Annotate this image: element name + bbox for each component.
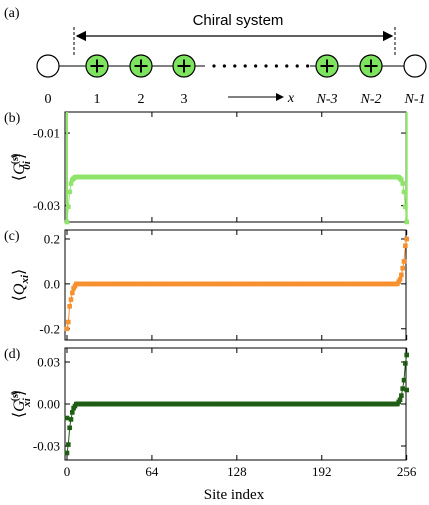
data-point: [403, 204, 408, 210]
ellipsis-dot: [274, 64, 278, 68]
ellipsis-dot: [212, 64, 216, 68]
data-point: [67, 304, 72, 309]
data-point: [64, 219, 70, 225]
series-line: [66, 176, 408, 223]
panel-a-tag: (a): [4, 6, 20, 21]
data-series: [64, 236, 409, 332]
ellipsis-dot: [264, 64, 268, 68]
ellipsis-dot: [306, 64, 310, 68]
data-point: [66, 442, 71, 447]
panel-d: (d) -0.03 0.00 0.03 0 64 128 192 256 ⟨G(s)xi⟩: [4, 347, 417, 479]
data-point: [404, 352, 409, 358]
panel-b: (b) -0.03 -0.01⟨G(s)0i⟩: [4, 111, 409, 225]
y-tick-label: -0.03: [33, 198, 60, 213]
data-point: [404, 387, 409, 393]
y-tick-label: 0.03: [37, 355, 60, 370]
data-point: [68, 181, 74, 186]
site-label-2: 2: [138, 92, 145, 107]
y-axis-label: ⟨G(s)0i⟩: [10, 153, 33, 181]
ellipsis-dot: [254, 64, 258, 68]
panel-tag: (b): [4, 111, 21, 126]
plot-frame: [64, 111, 407, 223]
data-series: [64, 112, 409, 225]
data-point: [66, 204, 71, 210]
site-label-n2: N-2: [360, 92, 382, 107]
data-point: [403, 243, 408, 249]
data-point: [397, 397, 403, 403]
y-axis-label: ⟨Qxi⟩: [11, 269, 31, 302]
empty-site-circle: [36, 54, 60, 78]
y-tick-label: 0.2: [44, 231, 60, 246]
data-point: [404, 219, 409, 225]
data-point: [404, 236, 409, 242]
data-point: [400, 181, 405, 186]
site-label-3: 3: [181, 92, 188, 107]
data-point: [70, 410, 75, 415]
empty-site-circle: [403, 54, 427, 78]
plot-panels: (b)-0.03-0.01⟨G(s)0i⟩(c)-0.20.00.2⟨Qxi⟩(…: [4, 111, 417, 479]
data-point: [399, 177, 404, 183]
y-tick-label: -0.2: [39, 321, 60, 336]
data-point: [397, 277, 403, 282]
data-point: [401, 259, 407, 264]
ellipsis-dot: [243, 64, 247, 68]
chain-dots: [212, 64, 310, 68]
data-point: [399, 272, 404, 278]
site-labels: 0 1 2 3 N-3 N-2 N-1: [45, 92, 426, 107]
panel-tag: (d): [4, 347, 21, 362]
x-tick-label: 128: [227, 464, 247, 479]
panel-a-schematic: (a) Chiral system 0 1 2 3 N-3 N-2 N-1 x: [4, 6, 427, 107]
y-axis-label: ⟨G(s)xi⟩: [10, 390, 33, 418]
data-point: [64, 326, 70, 332]
data-point: [400, 265, 405, 271]
x-tick-label: 192: [312, 464, 332, 479]
x-tick-label: 0: [64, 464, 71, 479]
data-point: [400, 386, 405, 391]
chain-sites: [36, 54, 427, 78]
site-label-n1: N-1: [404, 92, 426, 107]
data-point: [67, 189, 72, 195]
ellipsis-dot: [285, 64, 289, 68]
data-point: [67, 425, 72, 431]
y-tick-label: -0.01: [33, 126, 60, 141]
data-point: [70, 290, 75, 296]
data-point: [401, 377, 407, 383]
chiral-system-label: Chiral system: [193, 12, 284, 29]
panel-c: (c) -0.2 0.0 0.2 ⟨Qxi⟩: [4, 229, 409, 341]
site-label-0: 0: [45, 92, 52, 107]
data-point: [64, 450, 70, 456]
ellipsis-dot: [295, 64, 299, 68]
x-tick-label: 256: [397, 464, 417, 479]
data-point: [66, 319, 71, 325]
data-point: [403, 361, 408, 366]
x-axis-label: Site index: [204, 487, 265, 503]
x-tick-label: 64: [145, 464, 159, 479]
y-tick-label: 0.0: [44, 276, 60, 291]
data-point: [64, 415, 70, 421]
ellipsis-dot: [233, 64, 237, 68]
y-tick-label: 0.00: [37, 397, 60, 412]
x-direction-label: x: [287, 91, 295, 106]
data-point: [401, 189, 407, 195]
y-tick-label: -0.03: [33, 439, 60, 454]
data-series: [64, 352, 409, 456]
ellipsis-dot: [222, 64, 226, 68]
site-label-n3: N-3: [316, 92, 338, 107]
plot-frame: [64, 229, 407, 341]
data-point: [68, 417, 74, 422]
panel-tag: (c): [4, 229, 20, 244]
data-point: [399, 393, 404, 398]
site-label-1: 1: [94, 92, 101, 107]
data-point: [68, 297, 74, 302]
